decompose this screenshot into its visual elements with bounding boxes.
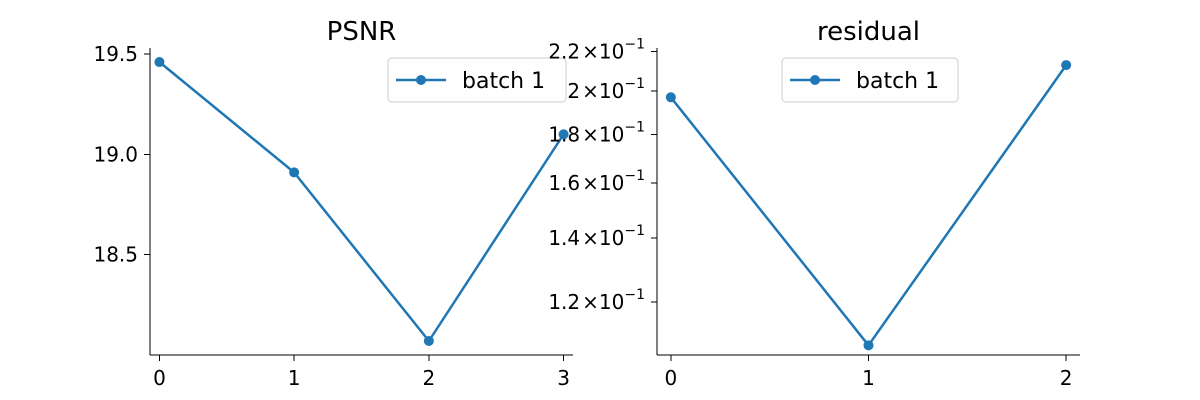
- residual-legend-marker: [810, 75, 820, 85]
- psnr-legend-marker: [416, 75, 426, 85]
- residual-chart: residual 0 1 2 1.2 ×10−1 1.4 ×10−1 1.6 ×10−1 1.8 ×1…: [548, 17, 1080, 390]
- residual-x-tick-label: 2: [1060, 366, 1073, 390]
- residual-data-point: [1061, 60, 1072, 71]
- residual-y-tick-mantissa: 1.4: [548, 226, 580, 250]
- psnr-x-tick-label: 3: [557, 366, 570, 390]
- psnr-legend-label: batch 1: [462, 69, 545, 94]
- residual-y-tick-exponent: −1: [624, 76, 645, 92]
- residual-x-tick-label: 0: [664, 366, 677, 390]
- residual-data-point: [665, 92, 676, 103]
- residual-data-point: [863, 340, 874, 351]
- residual-legend-label: batch 1: [856, 69, 939, 94]
- residual-y-tick-mantissa: 1.6: [548, 171, 580, 195]
- psnr-x-tick-label: 1: [288, 366, 301, 390]
- residual-y-tick-mantissa: 1.2: [548, 290, 580, 314]
- psnr-x-tick-label: 0: [153, 366, 166, 390]
- psnr-data-point: [558, 129, 569, 140]
- residual-y-tick-exponent: −1: [624, 287, 645, 303]
- psnr-legend: [387, 57, 567, 103]
- psnr-data-point: [289, 167, 300, 178]
- psnr-series-line: [158, 61, 565, 343]
- psnr-y-tick-label: 19.0: [93, 142, 138, 166]
- psnr-title: PSNR: [327, 17, 397, 47]
- residual-y-tick-exponent: −1: [624, 223, 645, 239]
- psnr-x-tick-label: 2: [422, 366, 435, 390]
- residual-y-tick-mantissa: 1.8: [548, 123, 580, 147]
- psnr-y-tick-label: 19.5: [93, 42, 138, 66]
- residual-series-line: [669, 64, 1068, 347]
- residual-y-tick-label: 1.4 ×10−1: [548, 223, 645, 250]
- residual-y-tick-mantissa: 2.2: [548, 40, 580, 64]
- residual-y-tick-label: 1.6 ×10−1: [548, 168, 645, 195]
- residual-y-tick-exponent: −1: [624, 168, 645, 184]
- residual-y-tick-label: 2.2 ×10−1: [548, 37, 645, 64]
- residual-x-tick-label: 1: [862, 366, 875, 390]
- residual-title: residual: [817, 17, 920, 47]
- residual-legend: [781, 57, 959, 103]
- psnr-data-point: [423, 335, 434, 346]
- psnr-chart: PSNR 0 1 2 3 18.5 19.0 19.5 batch 1: [93, 17, 573, 390]
- residual-y-tick-exponent: −1: [624, 37, 645, 53]
- psnr-data-point: [154, 57, 165, 68]
- residual-y-tick-mantissa: 2: [567, 79, 580, 103]
- residual-y-tick-exponent: −1: [624, 120, 645, 136]
- residual-y-tick-label: 1.2 ×10−1: [548, 287, 645, 314]
- residual-y-tick-label: 2 ×10−1: [567, 76, 645, 103]
- residual-y-tick-label: 1.8 ×10−1: [548, 120, 645, 147]
- psnr-y-tick-label: 18.5: [93, 243, 138, 267]
